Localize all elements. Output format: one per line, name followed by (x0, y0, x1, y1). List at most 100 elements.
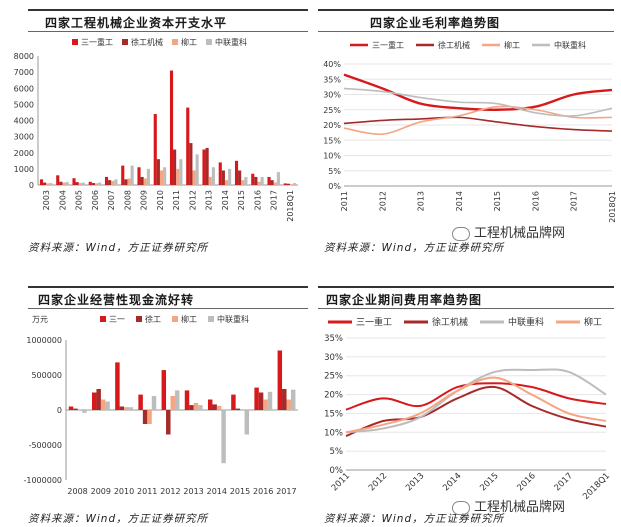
capex-panel: 四家工程机械企业资本开支水平 0 1000 2000 3000 4000 5000 6000… (0, 0, 310, 260)
bar (96, 389, 101, 410)
bar (114, 179, 118, 185)
bar (56, 175, 60, 185)
bar (228, 168, 232, 185)
bar (128, 407, 134, 410)
series-line (343, 105, 613, 136)
title-underline (318, 31, 614, 32)
bar (195, 154, 199, 185)
x-tick-label: 2014 (441, 471, 463, 493)
y-tick-label: 10% (324, 428, 343, 438)
bar (130, 165, 134, 185)
x-tick-label: 2006 (91, 190, 100, 210)
series-line (343, 87, 613, 117)
series-line (345, 368, 607, 434)
bar (286, 399, 291, 410)
x-tick-label: 2017 (276, 487, 296, 496)
margin-source: 资料来源：Wind，方正证券研究所 (324, 242, 505, 254)
capex-chart: 0 1000 2000 3000 4000 5000 6000 7000 8000 2003 200… (14, 37, 298, 222)
bar (251, 173, 255, 185)
bar (115, 362, 120, 410)
bar (98, 182, 102, 185)
x-tick-label: 2009 (91, 487, 111, 496)
bar (91, 183, 95, 185)
bar (72, 178, 76, 185)
legend-swatch (72, 39, 78, 45)
legend-swatch (206, 39, 212, 45)
y-tick-label: 8000 (14, 52, 34, 61)
x-tick-label: 2005 (75, 190, 84, 210)
x-tick-label: 2014 (221, 190, 230, 210)
bar (184, 390, 190, 410)
bar (104, 176, 109, 185)
title-rule (28, 9, 308, 11)
x-tick-label: 2010 (114, 487, 134, 496)
bar (39, 179, 44, 185)
bar (192, 170, 196, 185)
legend-label: 柳工 (584, 316, 602, 328)
x-tick-label: 2004 (58, 190, 67, 210)
x-tick-label: 2012 (188, 190, 197, 210)
watermark-text: 工程机械品牌网 (474, 500, 566, 515)
margin-panel: 四家企业毛利率趋势图 0% 5% 10% 15% 20% 25% 30% 35% 40% 2011… (310, 0, 621, 260)
bar (140, 176, 144, 185)
bar (174, 390, 180, 410)
bar (161, 370, 167, 410)
bar (169, 70, 174, 185)
x-tick-label: 2018Q1 (286, 190, 295, 222)
title-rule (318, 9, 614, 11)
capex-title: 四家工程机械企业资本开支水平 (45, 16, 228, 30)
x-tick-label: 2018Q1 (608, 191, 617, 223)
title-underline (28, 31, 308, 32)
y-tick-label: 3000 (14, 133, 34, 142)
bar (166, 410, 171, 435)
bar (244, 410, 250, 435)
x-tick-label: 2010 (156, 190, 165, 210)
bar (290, 389, 296, 410)
x-tick-label: 2013 (404, 471, 426, 493)
bar (205, 147, 209, 185)
bar (207, 399, 213, 410)
legend-label: 徐工机械 (131, 37, 163, 47)
bar (151, 396, 157, 410)
legend-label: 柳工 (504, 40, 520, 50)
bar (124, 179, 128, 185)
title-underline (318, 308, 614, 309)
bar (277, 350, 283, 410)
legend-label: 中联重科 (508, 316, 544, 328)
series-line (343, 73, 613, 111)
bar (286, 183, 290, 185)
y-tick-label: 20% (323, 121, 341, 130)
bar (119, 406, 125, 410)
bar (238, 170, 242, 185)
bar (159, 170, 164, 185)
x-tick-label: 2012 (367, 471, 389, 493)
x-tick-label: 2014 (207, 487, 227, 496)
wechat-icon (452, 226, 470, 241)
y-tick-label: 0 (57, 406, 62, 415)
x-tick-label: 2008 (123, 190, 132, 210)
legend-swatch (122, 39, 128, 45)
bar (267, 176, 271, 185)
bar (124, 407, 129, 410)
expense-source: 资料来源：Wind，方正证券研究所 (324, 513, 505, 525)
bar (179, 159, 183, 185)
legend-label: 徐工机械 (432, 316, 468, 328)
bar (234, 160, 239, 185)
expense-chart: 0%5%10%15%20%25%30%35%2011 2012 2013 2014 20… (324, 316, 612, 502)
bar (138, 394, 143, 410)
bar (77, 409, 83, 410)
x-tick-label: 2017 (570, 191, 579, 211)
x-tick-label: 2017 (553, 471, 575, 493)
x-tick-label: 2015 (478, 471, 500, 493)
y-tick-label: 10% (323, 152, 341, 161)
bar (49, 183, 53, 185)
cashflow-panel: 四家企业经营性现金流好转 万元 -1000000 -500000 0 500000 100… (0, 280, 310, 527)
bar (235, 408, 241, 410)
x-tick-label: 2017 (270, 190, 279, 210)
bar (276, 172, 280, 185)
bar (82, 410, 87, 413)
y-tick-label: 500000 (31, 371, 62, 380)
expense-panel: 四家企业期间费用率趋势图 0% 5% 10% 15% 20% 25% 30% 35% 2011 2… (310, 280, 621, 527)
y-tick-label: 15% (323, 136, 341, 145)
bar (43, 182, 47, 185)
